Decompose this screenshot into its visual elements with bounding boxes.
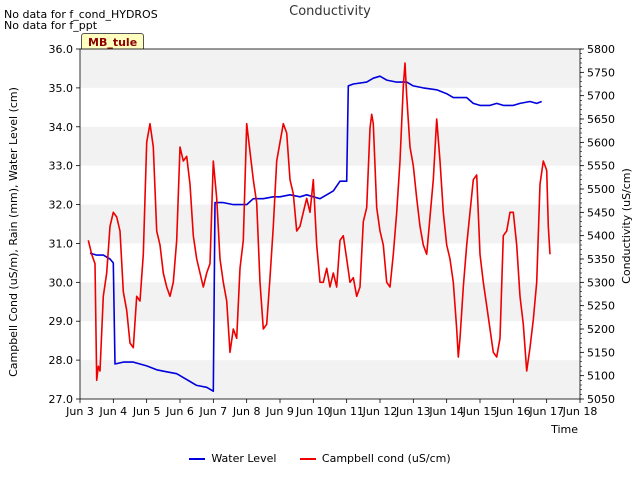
y-right-tick-label: 5300 [587, 276, 615, 289]
y-left-tick-label: 33.0 [49, 160, 74, 173]
y-axis-right: 5050 5100 5150 5200 5250 5300 5350 5400 5450 5500… [580, 43, 615, 406]
no-data-note-1: No data for f_cond_HYDROS [4, 8, 158, 21]
y-right-tick-label: 5200 [587, 323, 615, 336]
y-left-tick-label: 35.0 [49, 82, 74, 95]
x-tick-label: Jun 7 [198, 405, 227, 418]
legend-item-water-level: Water Level [189, 452, 276, 465]
grid-band [80, 282, 580, 322]
x-tick-label: Jun 5 [132, 405, 161, 418]
series-lines [87, 62, 551, 392]
y-left-tick-label: 30.0 [49, 276, 74, 289]
series-line-water-level [89, 75, 542, 392]
y-left-tick-label: 34.0 [49, 121, 74, 134]
legend-label-water-level: Water Level [211, 452, 277, 465]
y-right-tick-label: 5150 [587, 346, 615, 359]
series-line-campbell-cond [87, 62, 551, 382]
y-left-tick-label: 29.0 [49, 315, 74, 328]
plot-frame [79, 48, 581, 400]
grid-band [80, 126, 580, 166]
grid-band [80, 360, 580, 399]
x-tick-label: Jun 9 [265, 405, 294, 418]
x-axis-label: Time [550, 423, 578, 436]
y-left-tick-label: 36.0 [49, 43, 74, 56]
x-tick-label: Jun 11 [328, 405, 364, 418]
grid-band [80, 204, 580, 244]
y-right-tick-label: 5600 [587, 136, 615, 149]
legend-swatch-campbell-cond [299, 458, 316, 460]
site-badge: MB_tule [81, 33, 145, 52]
x-tick-label: Jun 12 [362, 405, 398, 418]
y-right-tick-label: 5050 [587, 393, 615, 406]
x-tick-label: Jun 8 [232, 405, 261, 418]
x-tick-label: Jun 13 [395, 405, 431, 418]
y-right-tick-label: 5100 [587, 370, 615, 383]
grid-band [80, 49, 580, 88]
y-right-tick-label: 5750 [587, 66, 615, 79]
y-right-tick-label: 5500 [587, 183, 615, 196]
y-right-tick-label: 5250 [587, 300, 615, 313]
y-axis-right-label: Conductivity (uS/cm) [620, 168, 633, 284]
legend-item-campbell-cond: Campbell cond (uS/cm) [299, 452, 451, 465]
x-tick-label: Jun 14 [428, 405, 464, 418]
x-tick-label: Jun 6 [165, 405, 194, 418]
y-left-tick-label: 28.0 [49, 354, 74, 367]
x-tick-label: Jun 17 [528, 405, 564, 418]
y-right-tick-label: 5700 [587, 90, 615, 103]
legend: Water Level Campbell cond (uS/cm) [0, 452, 640, 465]
legend-label-campbell-cond: Campbell cond (uS/cm) [321, 452, 451, 465]
chart-title: Conductivity [289, 4, 371, 19]
y-axis-left-label: Campbell Cond (uS/m), Rain (mm), Water L… [7, 87, 20, 377]
y-left-tick-label: 31.0 [49, 237, 74, 250]
y-axis-left: 27.0 28.0 29.0 30.0 31.0 32.0 33.0 34.0 35.0 36.0 [49, 43, 80, 406]
y-left-tick-label: 27.0 [49, 393, 74, 406]
legend-swatch-water-level [189, 458, 206, 460]
x-tick-label: Jun 3 [65, 405, 94, 418]
y-right-tick-label: 5350 [587, 253, 615, 266]
y-right-tick-label: 5550 [587, 160, 615, 173]
no-data-note-2: No data for f_ppt [4, 19, 98, 32]
y-right-tick-label: 5400 [587, 230, 615, 243]
x-tick-label: Jun 16 [495, 405, 531, 418]
x-tick-label: Jun 15 [462, 405, 498, 418]
y-left-tick-label: 32.0 [49, 199, 74, 212]
y-right-tick-label: 5650 [587, 113, 615, 126]
x-tick-label: Jun 18 [562, 405, 598, 418]
x-tick-label: Jun 4 [98, 405, 127, 418]
x-tick-label: Jun 10 [295, 405, 331, 418]
y-right-tick-label: 5450 [587, 206, 615, 219]
grid-bands [80, 49, 580, 399]
y-right-tick-label: 5800 [587, 43, 615, 56]
x-axis: Jun 3 Jun 4 Jun 5 Jun 6 Jun 7 Jun 8 Jun 9 Jun 1… [65, 399, 597, 418]
